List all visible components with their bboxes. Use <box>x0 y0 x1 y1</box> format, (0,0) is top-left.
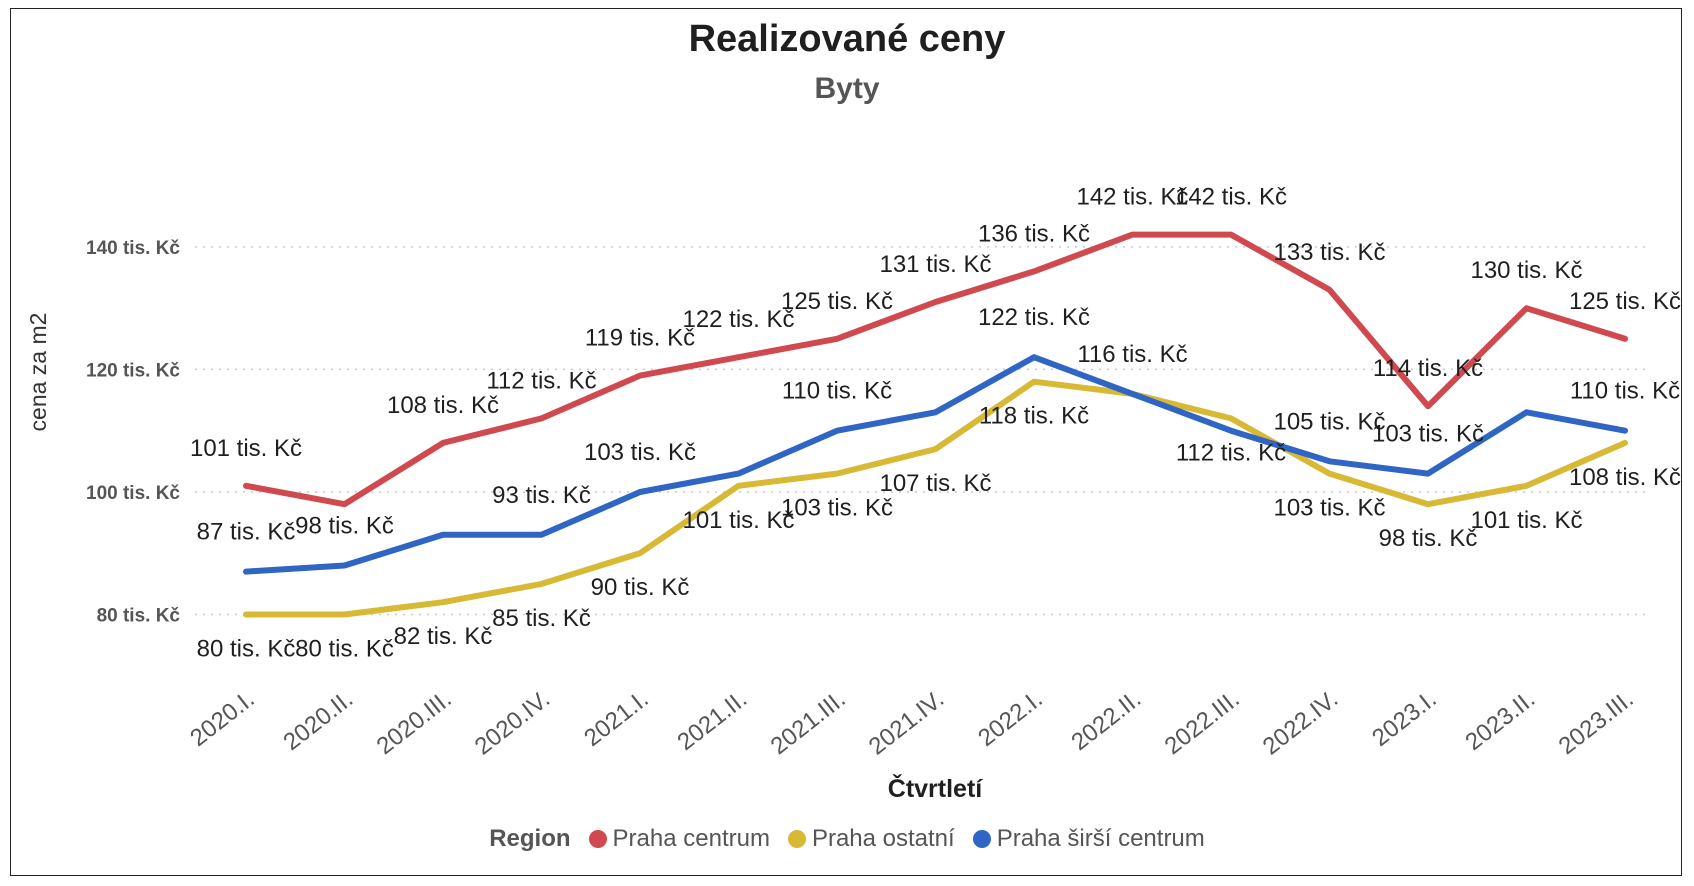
data-label: 108 tis. Kč <box>387 392 499 419</box>
series-line <box>243 231 1628 508</box>
series-line <box>243 378 1628 618</box>
data-label: 136 tis. Kč <box>978 220 1090 247</box>
data-label: 142 tis. Kč <box>1076 184 1188 211</box>
series-line <box>243 354 1628 575</box>
data-label: 119 tis. Kč <box>585 325 695 352</box>
y-axis-title: cena za m2 <box>25 313 51 432</box>
data-label: 101 tis. Kč <box>1470 507 1582 534</box>
data-label: 133 tis. Kč <box>1273 239 1385 266</box>
data-label: 98 tis. Kč <box>1379 525 1478 552</box>
data-label: 101 tis. Kč <box>190 435 302 462</box>
data-label: 142 tis. Kč <box>1175 184 1287 211</box>
data-label: 107 tis. Kč <box>879 470 991 497</box>
x-tick-label: 2020.I. <box>185 685 259 751</box>
data-label: 125 tis. Kč <box>781 288 893 315</box>
data-label: 101 tis. Kč <box>682 507 794 534</box>
x-tick-label: 2022.II. <box>1066 685 1146 756</box>
data-label: 105 tis. Kč <box>1273 408 1385 435</box>
data-label: 122 tis. Kč <box>978 304 1090 331</box>
data-label: 103 tis. Kč <box>1372 421 1484 448</box>
data-label: 103 tis. Kč <box>584 439 696 466</box>
data-label: 98 tis. Kč <box>295 512 394 539</box>
x-tick-label: 2023.III. <box>1554 685 1639 760</box>
data-label: 103 tis. Kč <box>1273 495 1385 522</box>
x-tick-label: 2021.IV. <box>864 685 949 760</box>
data-label: 82 tis. Kč <box>394 623 493 650</box>
legend-label: Praha širší centrum <box>996 825 1205 852</box>
x-tick-label: 2021.III. <box>766 685 851 760</box>
data-label: 130 tis. Kč <box>1470 257 1582 284</box>
x-tick-label: 2020.III. <box>372 685 457 760</box>
x-tick-label: 2020.II. <box>278 685 358 756</box>
x-tick-label: 2021.II. <box>672 685 752 756</box>
data-label: 103 tis. Kč <box>781 495 893 522</box>
data-label: 122 tis. Kč <box>682 306 794 333</box>
data-label: 131 tis. Kč <box>879 251 991 278</box>
y-tick-label: 80 tis. Kč <box>97 605 181 626</box>
data-label: 116 tis. Kč <box>1077 341 1187 368</box>
x-tick-label: 2022.III. <box>1160 685 1245 760</box>
series-lines <box>243 231 1628 618</box>
legend-label: Praha ostatní <box>811 825 955 852</box>
data-label: 87 tis. Kč <box>197 519 296 546</box>
x-tick-label: 2020.IV. <box>470 685 555 760</box>
y-tick-label: 100 tis. Kč <box>86 483 180 504</box>
data-label: 90 tis. Kč <box>591 574 690 601</box>
legend-item-praha-sirsi-centrum[interactable]: Praha širší centrum <box>972 825 1205 853</box>
data-label: 93 tis. Kč <box>492 482 591 509</box>
legend-marker <box>787 830 806 848</box>
data-label: 110 tis. Kč <box>1570 378 1680 405</box>
data-label: 125 tis. Kč <box>1569 288 1681 315</box>
data-label: 112 tis. Kč <box>486 367 596 394</box>
data-label: 118 tis. Kč <box>979 403 1089 430</box>
legend-title: Region <box>489 825 571 852</box>
data-label: 85 tis. Kč <box>492 605 591 632</box>
x-tick-label: 2021.I. <box>579 685 653 751</box>
x-tick-label: 2023.I. <box>1367 685 1441 751</box>
x-tick-label: 2022.I. <box>973 685 1047 751</box>
y-tick-label: 120 tis. Kč <box>86 360 180 381</box>
data-label: 112 tis. Kč <box>1176 439 1286 466</box>
chart-frame <box>10 8 1682 876</box>
data-label: 108 tis. Kč <box>1569 464 1681 491</box>
legend-item-praha-centrum[interactable]: Praha centrum <box>588 825 770 853</box>
y-axis-ticks: 80 tis. Kč 100 tis. Kč 120 tis. Kč 140 tis.… <box>86 238 180 627</box>
x-axis-title: Čtvrtletí <box>888 773 984 803</box>
legend: Region Praha centrum Praha ostatní Praha… <box>0 822 1694 856</box>
chart-title: Realizované ceny <box>688 18 1006 60</box>
x-tick-label: 2022.IV. <box>1258 685 1343 760</box>
x-axis-ticks: 2020.I. 2020.II. 2020.III. 2020.IV. 2021.I. 2… <box>185 685 1638 760</box>
legend-marker <box>588 830 607 848</box>
data-label: 114 tis. Kč <box>1373 355 1483 382</box>
data-label: 110 tis. Kč <box>782 378 892 405</box>
x-tick-label: 2023.II. <box>1460 685 1540 756</box>
data-label: 80 tis. Kč <box>197 635 296 662</box>
y-tick-label: 140 tis. Kč <box>86 238 180 259</box>
data-label: 80 tis. Kč <box>295 635 394 662</box>
legend-item-praha-ostatni[interactable]: Praha ostatní <box>787 825 955 853</box>
chart-subtitle: Byty <box>814 72 880 105</box>
legend-marker <box>972 830 991 848</box>
legend-label: Praha centrum <box>612 825 770 852</box>
